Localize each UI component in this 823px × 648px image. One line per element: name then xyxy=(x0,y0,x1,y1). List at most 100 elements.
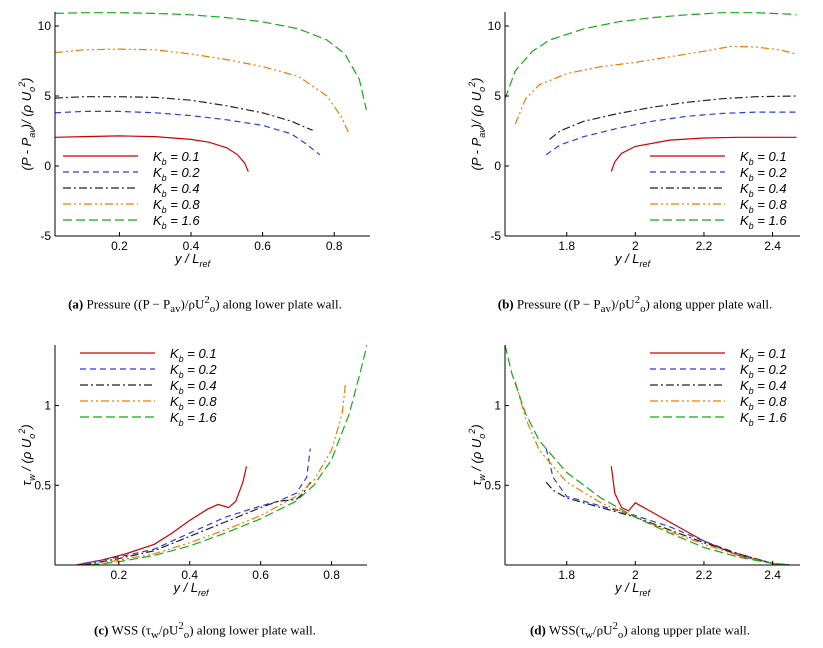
legend-label-kb08: Kb = 0.8 xyxy=(740,394,787,412)
legend-label-kb02: Kb = 0.2 xyxy=(740,165,787,183)
chart-d-xtick-label: 2.4 xyxy=(764,568,781,582)
chart-b-series-kb01 xyxy=(610,136,797,172)
chart-c-xtick-label: 0.2 xyxy=(110,568,127,582)
chart-c-xtick-label: 0.8 xyxy=(323,568,340,582)
chart-b-xtick-label: 2.2 xyxy=(696,239,713,253)
legend-label-kb08: Kb = 0.8 xyxy=(740,197,787,215)
chart-c-series-kb16 xyxy=(90,344,367,565)
chart-b-series-kb16 xyxy=(505,12,797,100)
legend-label-kb08: Kb = 0.8 xyxy=(153,197,200,215)
caption-d-sup: 2 xyxy=(612,620,618,632)
caption-b-tail: ) along upper plate wall. xyxy=(645,296,773,312)
legend-label-kb04: Kb = 0.4 xyxy=(153,181,200,199)
caption-c-sub2: o xyxy=(183,628,190,641)
legend-label-kb01: Kb = 0.1 xyxy=(153,149,200,167)
chart-b-xtick-label: 2.4 xyxy=(764,239,781,253)
caption-d-text: WSS(τ xyxy=(548,622,586,638)
chart-b: 1.8 2 2.2 2.4 -5 0 5 10 y / Lref (P - Pav)/ (ρ Uo… xyxy=(467,12,800,269)
chart-b-series-kb08 xyxy=(514,45,797,125)
chart-a-series-kb16 xyxy=(55,12,367,111)
chart-d: 1.8 2 2.2 2.4 0.5 1 y / Lref τw / (ρ Uo2) Kb = 0… xyxy=(467,344,800,598)
chart-c-series-kb01 xyxy=(76,466,248,565)
chart-a-ylabel: (P - Pav)/ (ρ Uo2) xyxy=(17,78,37,171)
chart-d-series-kb16 xyxy=(505,344,790,565)
chart-d-series-kb01 xyxy=(610,466,790,565)
chart-a-ytick-label: 5 xyxy=(44,89,51,103)
chart-d-legend: Kb = 0.1Kb = 0.2Kb = 0.4Kb = 0.8Kb = 1.6 xyxy=(650,346,787,428)
caption-c-tag: (c) xyxy=(94,622,109,638)
chart-b-xtick-label: 1.8 xyxy=(558,239,575,253)
caption-a: (a) Pressure ((P − Pav)/ρU2o) along lowe… xyxy=(30,294,380,315)
caption-c-rest: /ρU xyxy=(158,622,179,638)
caption-d-tail: ) along upper plate wall. xyxy=(623,622,751,638)
legend-label-kb08: Kb = 0.8 xyxy=(170,394,217,412)
chart-c-legend: Kb = 0.1Kb = 0.2Kb = 0.4Kb = 0.8Kb = 1.6 xyxy=(80,346,217,428)
legend-label-kb16: Kb = 1.6 xyxy=(170,410,217,428)
chart-c-xtick-label: 0.6 xyxy=(252,568,269,582)
chart-d-xtick-label: 1.8 xyxy=(558,568,575,582)
chart-b-series-kb04 xyxy=(549,95,797,140)
legend-label-kb16: Kb = 1.6 xyxy=(740,410,787,428)
caption-a-sub: av xyxy=(170,302,181,315)
chart-b-series-kb02 xyxy=(545,111,797,156)
caption-a-sup: 2 xyxy=(204,294,210,306)
caption-a-sub2: o xyxy=(209,302,216,315)
chart-a-xtick-label: 0.8 xyxy=(326,239,343,253)
chart-a-ytick-label: 0 xyxy=(44,159,51,173)
legend-label-kb04: Kb = 0.4 xyxy=(740,378,787,396)
chart-b-legend: Kb = 0.1Kb = 0.2Kb = 0.4Kb = 0.8Kb = 1.6 xyxy=(650,149,787,231)
caption-b-sup: 2 xyxy=(634,294,641,306)
caption-a-tag: (a) xyxy=(68,296,84,312)
chart-a-xtick-label: 0.6 xyxy=(254,239,271,253)
legend-label-kb16: Kb = 1.6 xyxy=(740,213,787,231)
chart-a-series-kb08 xyxy=(55,48,350,133)
legend-label-kb02: Kb = 0.2 xyxy=(740,362,787,380)
chart-c-ylabel: τw / (ρ Uo2) xyxy=(17,424,37,485)
chart-b-ytick-label: 5 xyxy=(494,89,501,103)
chart-a-xlabel: y / Lref xyxy=(174,251,212,269)
chart-b-ytick-label: -5 xyxy=(490,229,501,243)
chart-d-xtick-label: 2.2 xyxy=(696,568,713,582)
caption-b-rest: )/ρU xyxy=(610,296,635,312)
chart-a-series-kb04 xyxy=(55,96,313,131)
caption-b-sub: av xyxy=(600,302,611,315)
chart-b-xlabel: y / Lref xyxy=(614,251,652,269)
chart-a-xtick-label: 0.4 xyxy=(183,239,200,253)
chart-d-series-kb04 xyxy=(545,481,790,565)
caption-d-rest: /ρU xyxy=(592,622,613,638)
caption-d-sub: w xyxy=(585,628,593,641)
caption-b-sub2: o xyxy=(640,302,646,315)
legend-label-kb02: Kb = 0.2 xyxy=(153,165,200,183)
legend-label-kb04: Kb = 0.4 xyxy=(170,378,217,396)
legend-label-kb01: Kb = 0.1 xyxy=(740,346,787,364)
chart-d-ytick-label: 0.5 xyxy=(484,478,501,492)
chart-a-series-kb01 xyxy=(55,135,249,172)
caption-b-text: Pressure ((P − P xyxy=(516,296,601,312)
chart-b-ylabel: (P - Pav)/ (ρ Uo2) xyxy=(467,78,487,171)
chart-c: 0.2 0.4 0.6 0.8 0.5 1 y / Lref τw / (ρ Uo2) Kb =… xyxy=(17,344,367,598)
chart-c-ytick-label: 0.5 xyxy=(34,478,51,492)
chart-c-series-kb04 xyxy=(83,481,311,565)
caption-c: (c) WSS (τw/ρU2o) along lower plate wall… xyxy=(40,620,370,641)
chart-a-legend: Kb = 0.1Kb = 0.2Kb = 0.4Kb = 0.8Kb = 1.6 xyxy=(63,149,200,231)
caption-b: (b) Pressure ((P − Pav)/ρU2o) along uppe… xyxy=(460,294,810,315)
caption-c-tail: ) along lower plate wall. xyxy=(189,622,316,638)
chart-c-xlabel: y / Lref xyxy=(172,580,210,598)
chart-d-ytick-label: 1 xyxy=(494,399,501,413)
chart-d-series-kb02 xyxy=(545,448,790,565)
caption-a-tail: ) along lower plate wall. xyxy=(215,296,342,312)
caption-d: (d) WSS(τw/ρU2o) along upper plate wall. xyxy=(475,620,805,641)
chart-a-ytick-label: 10 xyxy=(38,19,52,33)
caption-c-sup: 2 xyxy=(178,620,184,632)
legend-label-kb02: Kb = 0.2 xyxy=(170,362,217,380)
caption-a-rest: )/ρU xyxy=(180,296,205,312)
legend-label-kb01: Kb = 0.1 xyxy=(740,149,787,167)
chart-c-xtick-label: 0.4 xyxy=(181,568,198,582)
chart-d-xtick-label: 2 xyxy=(632,568,639,582)
chart-c-series-kb08 xyxy=(90,381,347,565)
chart-a: 0.2 0.4 0.6 0.8 -5 0 5 10 y / Lref (P - Pav)/ (ρ … xyxy=(17,12,370,269)
caption-d-sub2: o xyxy=(617,628,624,641)
legend-label-kb01: Kb = 0.1 xyxy=(170,346,217,364)
chart-a-ytick-label: -5 xyxy=(40,229,51,243)
